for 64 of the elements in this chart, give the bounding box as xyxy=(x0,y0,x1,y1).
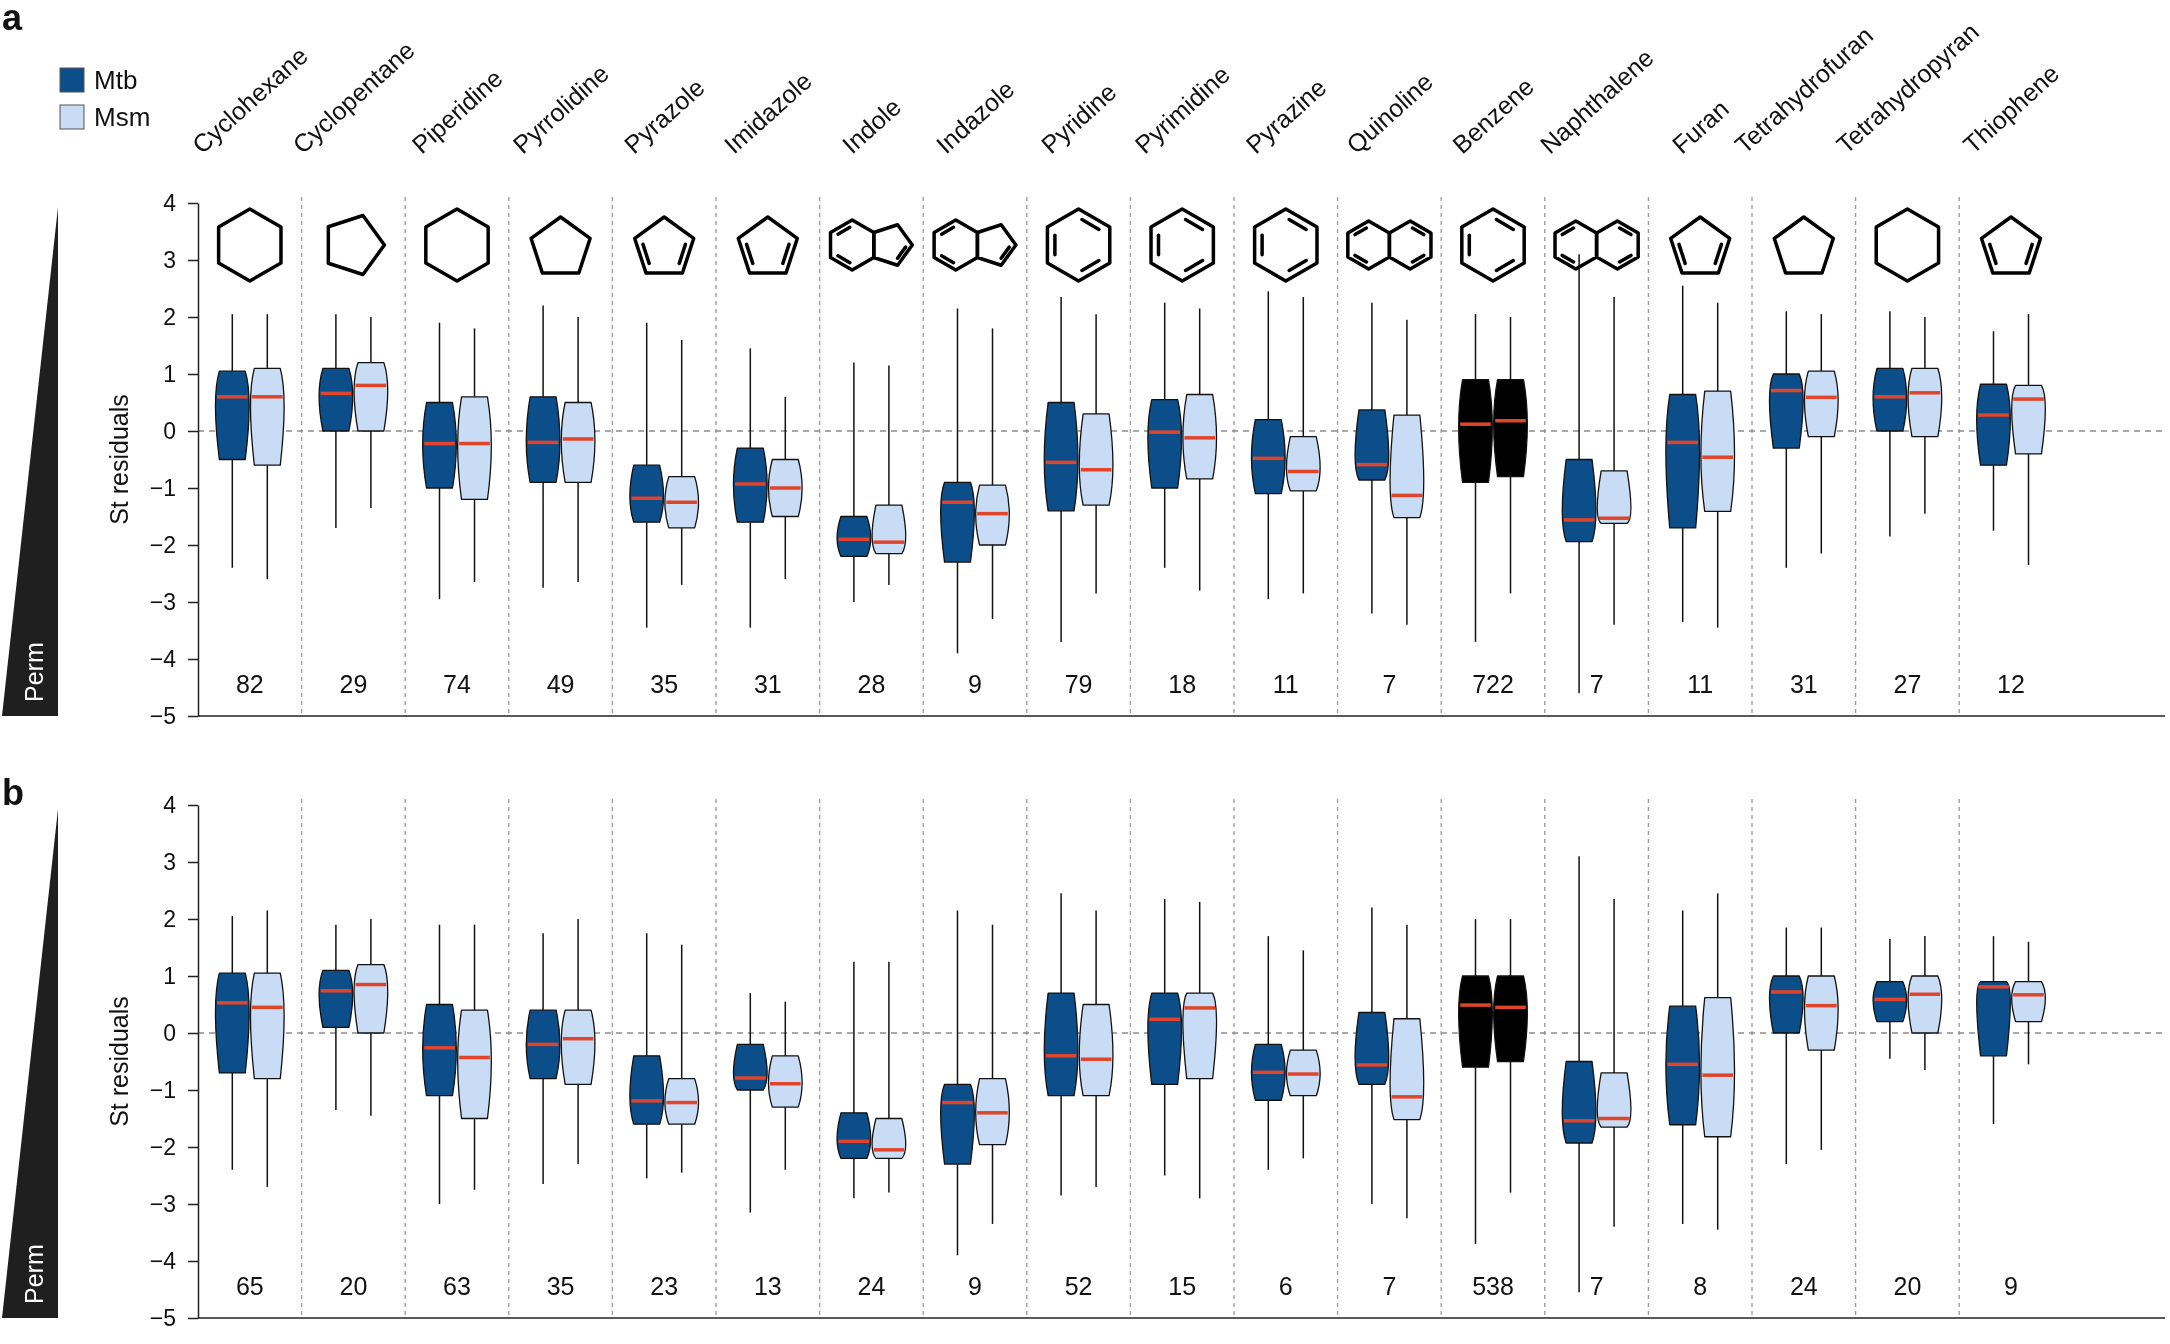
y-tick-label: 4 xyxy=(163,791,177,818)
y-tick-label: 1 xyxy=(163,962,176,989)
y-axis-title: St residuals xyxy=(105,996,133,1127)
annotation: 18 xyxy=(1168,670,1197,698)
annotation: 35 xyxy=(650,670,679,698)
y-tick-label: −4 xyxy=(149,645,177,672)
annotation: 23 xyxy=(650,1272,679,1300)
annotation: 24 xyxy=(857,1272,886,1300)
annotation: 31 xyxy=(753,670,782,698)
text: Perm xyxy=(20,642,48,702)
y-tick-label: 2 xyxy=(163,303,176,330)
annotation: 52 xyxy=(1064,1272,1093,1300)
y-tick-label: −3 xyxy=(149,1190,176,1217)
annotation: 82 xyxy=(235,670,264,698)
y-tick-label: −4 xyxy=(149,1247,177,1274)
y-tick-label: −2 xyxy=(149,531,176,558)
y-tick-label: 3 xyxy=(163,246,176,273)
annotation: 35 xyxy=(546,1272,575,1300)
chart-title: b xyxy=(2,772,24,813)
legend-label: Msm xyxy=(94,102,151,132)
annotation: 15 xyxy=(1168,1272,1197,1300)
annotation: 65 xyxy=(235,1272,264,1300)
annotation: 11 xyxy=(1272,670,1299,698)
annotation: 9 xyxy=(2004,1272,2018,1300)
y-tick-label: −3 xyxy=(149,588,176,615)
y-tick-label: 1 xyxy=(163,360,176,387)
annotation: 7 xyxy=(1589,1272,1604,1300)
annotation: 12 xyxy=(1997,670,2025,698)
annotation: 11 xyxy=(1687,670,1714,698)
annotation: 13 xyxy=(753,1272,782,1300)
annotation: 29 xyxy=(339,670,368,698)
annotation: 20 xyxy=(1893,1272,1922,1300)
legend-label: Mtb xyxy=(94,65,138,95)
annotation: 79 xyxy=(1064,670,1093,698)
annotation: 28 xyxy=(857,670,886,698)
annotation: 7 xyxy=(1382,670,1397,698)
annotation: 9 xyxy=(968,1272,982,1300)
annotation: 538 xyxy=(1472,1272,1514,1300)
y-tick-label: −2 xyxy=(149,1133,176,1160)
annotation: 7 xyxy=(1382,1272,1397,1300)
y-tick-label: −1 xyxy=(149,474,176,501)
annotation: 722 xyxy=(1472,670,1514,698)
annotation: 74 xyxy=(443,670,471,698)
annotation: 31 xyxy=(1789,670,1818,698)
annotation: 7 xyxy=(1589,670,1604,698)
y-tick-label: 2 xyxy=(163,905,176,932)
annotation: 27 xyxy=(1893,670,1922,698)
annotation: 49 xyxy=(546,670,575,698)
y-tick-label: −5 xyxy=(149,1304,176,1331)
y-tick-label: 3 xyxy=(163,848,176,875)
chart-title: a xyxy=(2,0,23,38)
text: Perm xyxy=(20,1244,48,1304)
y-tick-label: 0 xyxy=(163,1019,176,1046)
y-tick-label: −1 xyxy=(149,1076,176,1103)
annotation: 8 xyxy=(1693,1272,1708,1300)
y-tick-label: 0 xyxy=(163,417,176,444)
annotation: 6 xyxy=(1278,1272,1293,1300)
y-axis-title: St residuals xyxy=(105,394,133,525)
y-tick-label: −5 xyxy=(149,702,176,729)
annotation: 63 xyxy=(443,1272,471,1300)
annotation: 24 xyxy=(1789,1272,1818,1300)
annotation: 20 xyxy=(339,1272,368,1300)
annotation: 9 xyxy=(968,670,982,698)
y-tick-label: 4 xyxy=(163,189,177,216)
